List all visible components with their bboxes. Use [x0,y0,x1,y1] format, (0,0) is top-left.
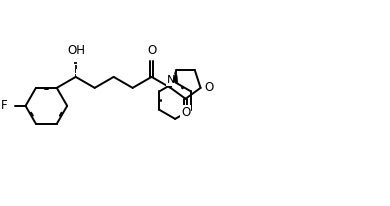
Polygon shape [172,70,178,83]
Text: N: N [167,75,175,85]
Text: OH: OH [67,44,85,57]
Text: O: O [147,44,156,57]
Text: O: O [205,81,214,94]
Text: F: F [1,99,8,112]
Text: O: O [181,105,190,119]
